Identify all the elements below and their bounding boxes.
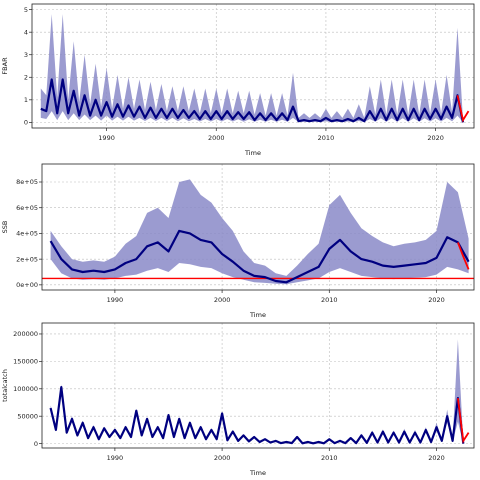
y-axis-label: FBAR [1, 57, 9, 75]
y-tick-label: 0e+00 [16, 281, 38, 289]
median-line [40, 78, 465, 123]
x-tick-label: 2010 [321, 296, 338, 304]
y-axis-label: totalcatch [1, 369, 9, 402]
y-axis-label: SSB [1, 221, 9, 234]
x-tick-label: 2000 [214, 454, 231, 462]
plot-frame [41, 322, 475, 449]
x-tick-label: 1990 [98, 134, 115, 142]
y-tick-label: 3 [24, 51, 28, 59]
y-tick-label: 200000 [13, 330, 38, 338]
x-axis-label: Time [249, 311, 266, 319]
y-tick-label: 6e+05 [16, 204, 38, 212]
y-tick-label: 100000 [13, 385, 38, 393]
y-tick-label: 2 [24, 73, 28, 81]
plot-frame [31, 3, 475, 129]
x-axis-label: Time [244, 149, 261, 157]
x-tick-label: 2010 [321, 454, 338, 462]
projection-line [457, 242, 470, 270]
median-line [49, 229, 470, 284]
x-tick-label: 2020 [427, 134, 444, 142]
y-tick-label: 5 [24, 6, 28, 14]
x-tick-label: 2010 [318, 134, 335, 142]
y-tick-label: 50000 [17, 412, 38, 420]
panel-3: 1990 2000 2010 2020 0 50000 100000 150000 200000… [1, 322, 475, 477]
x-tick-label: 2000 [214, 296, 231, 304]
y-tick-label: 4e+05 [16, 230, 38, 238]
median-line [49, 386, 465, 445]
plot-frame [41, 163, 475, 291]
y-tick-label: 0 [34, 440, 38, 448]
x-tick-label: 2020 [428, 454, 445, 462]
y-tick-label: 1 [24, 96, 28, 104]
y-tick-label: 150000 [13, 358, 38, 366]
projection-line [457, 397, 470, 444]
x-tick-label: 2000 [208, 134, 225, 142]
x-tick-label: 1990 [107, 454, 124, 462]
panel-1: 1990 2000 2010 2020 0 1 2 3 4 5 Time FBAR [1, 3, 475, 157]
y-tick-label: 8e+05 [16, 178, 38, 186]
y-tick-label: 0 [24, 119, 28, 127]
confidence-band [40, 14, 464, 123]
y-tick-label: 2e+05 [16, 255, 38, 263]
x-tick-label: 1990 [107, 296, 124, 304]
y-tick-label: 4 [24, 28, 28, 36]
panel-2: 1990 2000 2010 2020 0e+00 2e+05 4e+05 6e+05 8e+0… [1, 163, 475, 319]
projection-line [456, 95, 470, 123]
confidence-band [50, 339, 464, 444]
x-tick-label: 2020 [428, 296, 445, 304]
x-axis-label: Time [249, 469, 266, 477]
confidence-band [50, 179, 469, 285]
